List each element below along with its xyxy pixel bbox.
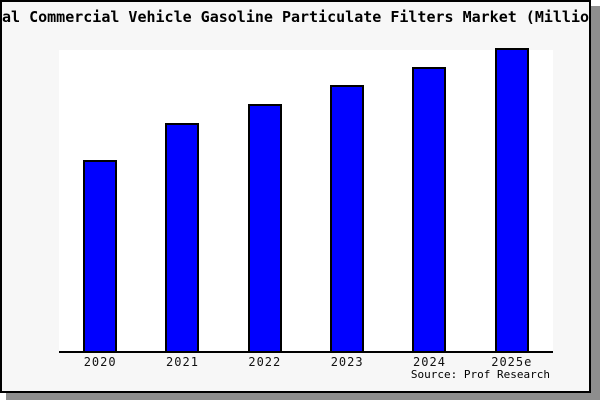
bar-slot-2020 <box>59 50 141 351</box>
bar-slot-2024 <box>388 50 470 351</box>
x-tick-label-2022: 2022 <box>248 355 282 369</box>
x-tick-label-2024: 2024 <box>413 355 446 369</box>
bar-slot-2025e <box>471 48 553 351</box>
chart-canvas: al Commercial Vehicle Gasoline Particula… <box>0 0 591 393</box>
plot-area <box>59 48 553 353</box>
bar-slot-2022 <box>224 50 306 351</box>
x-tick-label-2025e: 2025e <box>491 355 533 369</box>
bar-2021 <box>165 123 200 351</box>
bar-slot-2023 <box>306 50 388 351</box>
bar-2024 <box>412 67 447 351</box>
bar-slot-2021 <box>141 50 223 351</box>
bar-2023 <box>330 85 365 351</box>
bar-2025e <box>494 48 529 351</box>
bar-2020 <box>83 160 118 351</box>
chart-title: al Commercial Vehicle Gasoline Particula… <box>2 8 589 26</box>
x-tick-label-2020: 2020 <box>83 355 117 369</box>
x-tick-label-2023: 2023 <box>330 355 364 369</box>
x-tick-label-2021: 2021 <box>166 355 199 369</box>
source-credit: Source: Prof Research <box>410 368 550 381</box>
bar-2022 <box>247 104 282 351</box>
x-axis-labels: 2020 2021 2022 2023 2024 2025e <box>59 355 553 369</box>
